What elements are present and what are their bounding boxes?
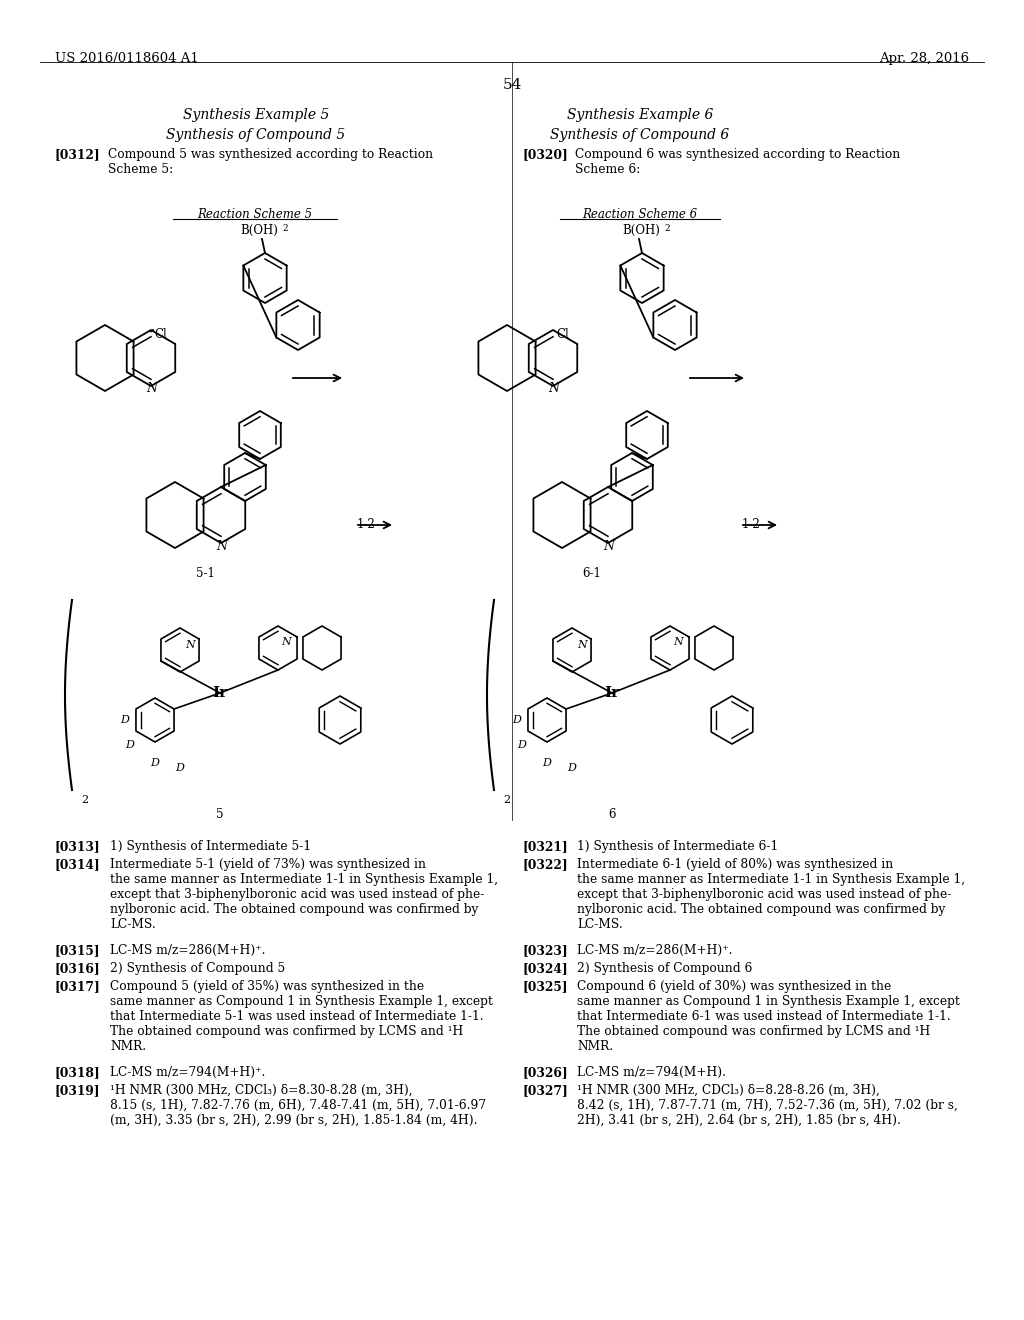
Text: [0326]: [0326] [522,1067,567,1078]
Text: 1-2: 1-2 [357,517,376,531]
Text: LC-MS m/z=286(M+H)⁺.: LC-MS m/z=286(M+H)⁺. [577,944,732,957]
Text: ¹H NMR (300 MHz, CDCl₃) δ=8.30-8.28 (m, 3H),
8.15 (s, 1H), 7.82-7.76 (m, 6H), 7.: ¹H NMR (300 MHz, CDCl₃) δ=8.30-8.28 (m, … [110,1084,486,1127]
Text: [0323]: [0323] [522,944,567,957]
Text: Apr. 28, 2016: Apr. 28, 2016 [879,51,969,65]
Text: Cl: Cl [556,327,568,341]
Text: Ir: Ir [604,686,620,700]
Text: 6: 6 [608,808,615,821]
Text: 5: 5 [216,808,224,821]
Text: Intermediate 6-1 (yield of 80%) was synthesized in
the same manner as Intermedia: Intermediate 6-1 (yield of 80%) was synt… [577,858,966,931]
Text: N: N [603,540,614,553]
Text: N: N [548,381,559,395]
Text: [0313]: [0313] [55,840,100,853]
Text: Synthesis of Compound 6: Synthesis of Compound 6 [550,128,730,143]
Text: 2) Synthesis of Compound 6: 2) Synthesis of Compound 6 [577,962,753,975]
Text: [0320]: [0320] [522,148,567,161]
Text: [0325]: [0325] [522,979,567,993]
Text: Compound 5 was synthesized according to Reaction
Scheme 5:: Compound 5 was synthesized according to … [108,148,433,176]
Text: Compound 5 (yield of 35%) was synthesized in the
same manner as Compound 1 in Sy: Compound 5 (yield of 35%) was synthesize… [110,979,493,1053]
Text: D: D [175,763,184,774]
Text: [0321]: [0321] [522,840,567,853]
Text: 2: 2 [282,224,288,234]
Text: Compound 6 (yield of 30%) was synthesized in the
same manner as Compound 1 in Sy: Compound 6 (yield of 30%) was synthesize… [577,979,959,1053]
Text: 2: 2 [664,224,670,234]
Text: Intermediate 5-1 (yield of 73%) was synthesized in
the same manner as Intermedia: Intermediate 5-1 (yield of 73%) was synt… [110,858,498,931]
Text: Synthesis of Compound 5: Synthesis of Compound 5 [166,128,346,143]
Text: [0314]: [0314] [55,858,100,871]
Text: ¹H NMR (300 MHz, CDCl₃) δ=8.28-8.26 (m, 3H),
8.42 (s, 1H), 7.87-7.71 (m, 7H), 7.: ¹H NMR (300 MHz, CDCl₃) δ=8.28-8.26 (m, … [577,1084,957,1127]
Text: 1-2: 1-2 [742,517,761,531]
Text: [0318]: [0318] [55,1067,100,1078]
Text: N: N [216,540,227,553]
Text: LC-MS m/z=794(M+H)⁺.: LC-MS m/z=794(M+H)⁺. [110,1067,265,1078]
Text: Compound 6 was synthesized according to Reaction
Scheme 6:: Compound 6 was synthesized according to … [575,148,900,176]
Text: D: D [512,715,521,725]
Text: LC-MS m/z=286(M+H)⁺.: LC-MS m/z=286(M+H)⁺. [110,944,265,957]
Text: 1) Synthesis of Intermediate 5-1: 1) Synthesis of Intermediate 5-1 [110,840,311,853]
Text: 1) Synthesis of Intermediate 6-1: 1) Synthesis of Intermediate 6-1 [577,840,778,853]
Text: 2) Synthesis of Compound 5: 2) Synthesis of Compound 5 [110,962,286,975]
Text: N: N [281,638,291,647]
Text: D: D [542,758,551,768]
Text: D: D [567,763,575,774]
Text: B(OH): B(OH) [622,224,659,238]
Text: D: D [517,741,526,750]
Text: 2: 2 [81,795,88,805]
Text: [0319]: [0319] [55,1084,100,1097]
Text: LC-MS m/z=794(M+H).: LC-MS m/z=794(M+H). [577,1067,726,1078]
Text: N: N [146,381,157,395]
Text: [0312]: [0312] [55,148,100,161]
Text: Synthesis Example 5: Synthesis Example 5 [183,108,329,121]
Text: Synthesis Example 6: Synthesis Example 6 [567,108,713,121]
Text: B(OH): B(OH) [240,224,278,238]
Text: [0324]: [0324] [522,962,567,975]
Text: 54: 54 [503,78,521,92]
Text: 2: 2 [503,795,510,805]
Text: D: D [120,715,129,725]
Text: 5-1: 5-1 [196,568,214,579]
Text: N: N [185,640,195,649]
Text: [0316]: [0316] [55,962,100,975]
Text: Reaction Scheme 5: Reaction Scheme 5 [198,209,312,220]
Text: Ir: Ir [212,686,227,700]
Text: Cl: Cl [154,327,167,341]
Text: 6-1: 6-1 [583,568,601,579]
Text: US 2016/0118604 A1: US 2016/0118604 A1 [55,51,199,65]
Text: N: N [577,640,587,649]
Text: D: D [125,741,134,750]
Text: Reaction Scheme 6: Reaction Scheme 6 [583,209,697,220]
Text: N: N [673,638,683,647]
Text: [0322]: [0322] [522,858,567,871]
Text: [0317]: [0317] [55,979,100,993]
Text: [0315]: [0315] [55,944,100,957]
Text: [0327]: [0327] [522,1084,567,1097]
Text: D: D [150,758,159,768]
